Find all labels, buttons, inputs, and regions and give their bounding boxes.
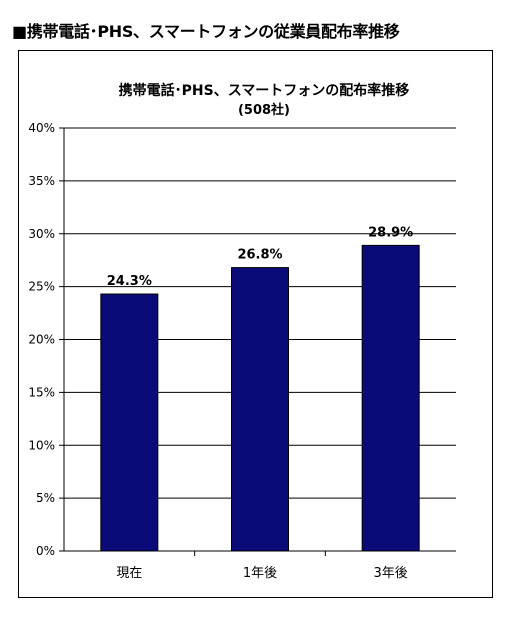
y-tick-label: 10%: [28, 438, 55, 452]
y-tick-label: 35%: [28, 174, 55, 188]
data-label: 24.3%: [107, 274, 152, 289]
chart-frame: [18, 50, 493, 598]
bar: [100, 293, 159, 552]
bars: [100, 244, 420, 552]
x-tick-label: 3年後: [374, 566, 408, 581]
y-tick-labels: 0% 5% 10% 15% 20% 25% 30% 35% 40%: [28, 121, 55, 558]
y-tick-label: 0%: [36, 544, 55, 558]
y-tick-label: 25%: [28, 280, 55, 294]
chart-subtitle: (508社): [238, 102, 290, 118]
bar: [361, 244, 420, 552]
y-tick-label: 15%: [28, 385, 55, 399]
y-tick-label: 20%: [28, 333, 55, 347]
y-tick-label: 5%: [36, 491, 55, 505]
y-tick-label: 40%: [28, 121, 55, 135]
chart-title: 携帯電話･PHS、スマートフォンの配布率推移: [119, 82, 410, 99]
page-heading: ■携帯電話･PHS、スマートフォンの従業員配布率推移: [12, 22, 400, 41]
x-tick-label: 1年後: [243, 566, 277, 581]
bar: [231, 267, 289, 552]
data-label: 26.8%: [237, 248, 282, 263]
y-tick-label: 30%: [28, 227, 55, 241]
data-label: 28.9%: [368, 225, 413, 240]
data-labels: 24.3% 26.8% 28.9%: [107, 225, 413, 289]
x-tick-labels: 現在 1年後 3年後: [116, 566, 407, 581]
x-tick-label: 現在: [116, 566, 142, 581]
